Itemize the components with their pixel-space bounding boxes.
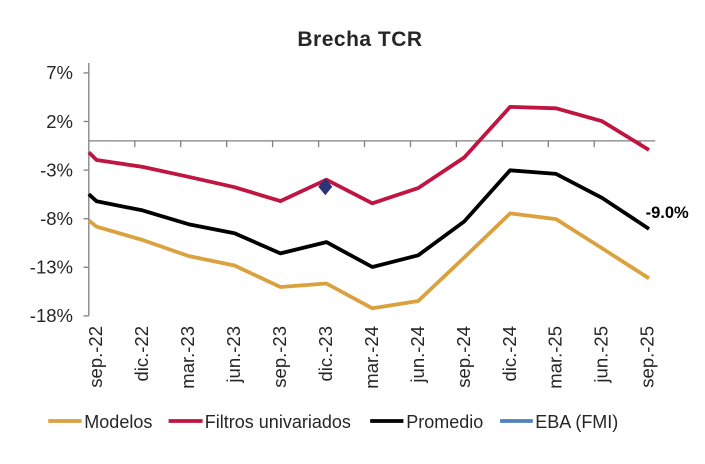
svg-text:mar.-23: mar.-23 [177, 326, 198, 389]
svg-text:Promedio: Promedio [406, 412, 483, 432]
svg-text:-13%: -13% [30, 257, 73, 278]
svg-text:dic.-22: dic.-22 [131, 326, 152, 382]
svg-text:dic.-24: dic.-24 [499, 326, 520, 382]
svg-text:-9.0%: -9.0% [646, 204, 689, 222]
svg-text:Modelos: Modelos [84, 412, 152, 432]
svg-text:7%: 7% [46, 62, 73, 83]
svg-text:sep.-25: sep.-25 [637, 326, 658, 388]
svg-text:dic.-23: dic.-23 [315, 326, 336, 382]
svg-text:sep.-24: sep.-24 [453, 326, 474, 388]
svg-text:jun.-23: jun.-23 [223, 326, 244, 384]
svg-text:-3%: -3% [40, 159, 73, 180]
svg-text:Brecha TCR: Brecha TCR [297, 28, 422, 51]
svg-text:-18%: -18% [30, 305, 73, 326]
svg-text:sep.-22: sep.-22 [85, 326, 106, 388]
svg-text:-8%: -8% [40, 208, 73, 229]
svg-text:jun.-25: jun.-25 [591, 326, 612, 384]
svg-text:2%: 2% [46, 111, 73, 132]
svg-text:Filtros univariados: Filtros univariados [205, 412, 351, 432]
svg-text:jun.-24: jun.-24 [407, 326, 428, 384]
svg-text:sep.-23: sep.-23 [269, 326, 290, 388]
svg-text:mar.-24: mar.-24 [361, 326, 382, 389]
svg-text:EBA (FMI): EBA (FMI) [535, 412, 618, 432]
svg-text:mar.-25: mar.-25 [545, 326, 566, 389]
